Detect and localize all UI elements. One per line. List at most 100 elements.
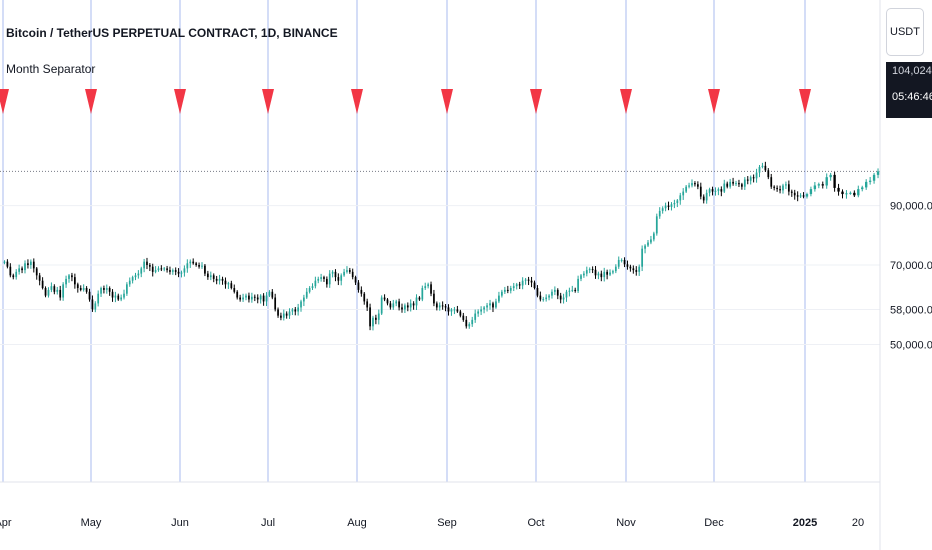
candle [551,289,553,299]
candle [300,299,302,312]
y-tick-label: 90,000.0 [890,201,932,213]
candle [248,292,250,303]
candle [108,286,111,296]
candle [825,173,828,189]
candle [404,303,406,313]
month-marker-icon [620,89,632,114]
candle [401,303,403,313]
candle [274,293,277,312]
currency-button[interactable]: USDT [886,8,924,56]
candle [726,181,729,189]
candle [337,273,340,286]
candle [444,304,447,312]
candle [421,285,424,302]
y-tick-label: 58,000.0 [890,304,932,316]
candle [288,308,291,319]
time-axis[interactable]: Apr May Jun Jul Aug Sep Oct Nov Dec 2025 20 [0,517,864,529]
candle [588,267,591,274]
candle [85,286,88,294]
candle [297,303,300,316]
x-tick-label: Oct [527,517,544,529]
candle [758,164,761,178]
candle [471,316,474,327]
chart-title[interactable]: Bitcoin / TetherUS PERPETUAL CONTRACT, 1… [6,26,338,40]
x-tick-label: Sep [437,517,457,529]
candle [346,266,348,274]
candle [620,258,623,263]
candle [770,173,773,189]
candle [548,294,550,301]
candle [372,315,374,331]
candle [146,257,148,270]
candle [151,263,154,277]
candle [585,266,588,277]
candle [103,285,105,294]
candle [308,286,311,294]
candle [641,245,644,272]
candle [782,183,784,194]
candle [603,267,606,282]
candle [357,280,360,293]
candle [530,276,533,288]
candle [865,179,868,190]
indicator-label[interactable]: Month Separator [6,62,96,76]
candle [97,290,100,307]
candle [761,162,764,169]
candle [694,181,696,187]
candle [554,286,556,296]
candle [559,292,562,304]
x-tick-label: Jul [261,517,275,529]
candle [21,266,23,274]
candle [160,265,163,272]
candle [861,185,864,192]
candle [412,301,415,310]
candle [723,179,726,194]
candle [805,192,809,199]
month-marker-icon [441,89,453,114]
candle [664,202,667,212]
candle [123,289,125,300]
candle [409,299,412,312]
candle [787,180,790,196]
candle [415,294,418,311]
candle [658,207,661,219]
candle [192,258,195,265]
candle [876,168,880,179]
candle [606,269,608,280]
candle [688,182,690,189]
candle [682,188,685,200]
candle [105,284,108,294]
candle [673,199,676,209]
candle [186,259,189,273]
candle [366,298,369,311]
candle [317,276,320,284]
x-tick-label: Jun [171,517,189,529]
candle [755,168,758,183]
candle [204,264,206,277]
month-separator-lines [2,0,806,482]
candle [177,268,180,278]
x-tick-label: Nov [616,517,636,529]
candle [562,293,565,304]
month-markers [0,89,811,114]
candle [9,263,12,278]
candle [612,269,614,275]
candle [53,284,56,295]
candle [495,298,497,309]
candle [406,302,409,312]
candle [696,181,699,190]
candle [398,298,400,311]
candle [853,190,856,198]
candle [441,301,444,310]
candle [331,270,334,278]
candle [667,201,670,211]
candle [169,266,171,275]
candle [779,185,781,194]
candle [580,273,582,282]
candle [128,277,131,287]
candle [571,285,574,293]
candle [623,257,626,268]
candle [477,309,480,317]
candle [591,266,594,274]
